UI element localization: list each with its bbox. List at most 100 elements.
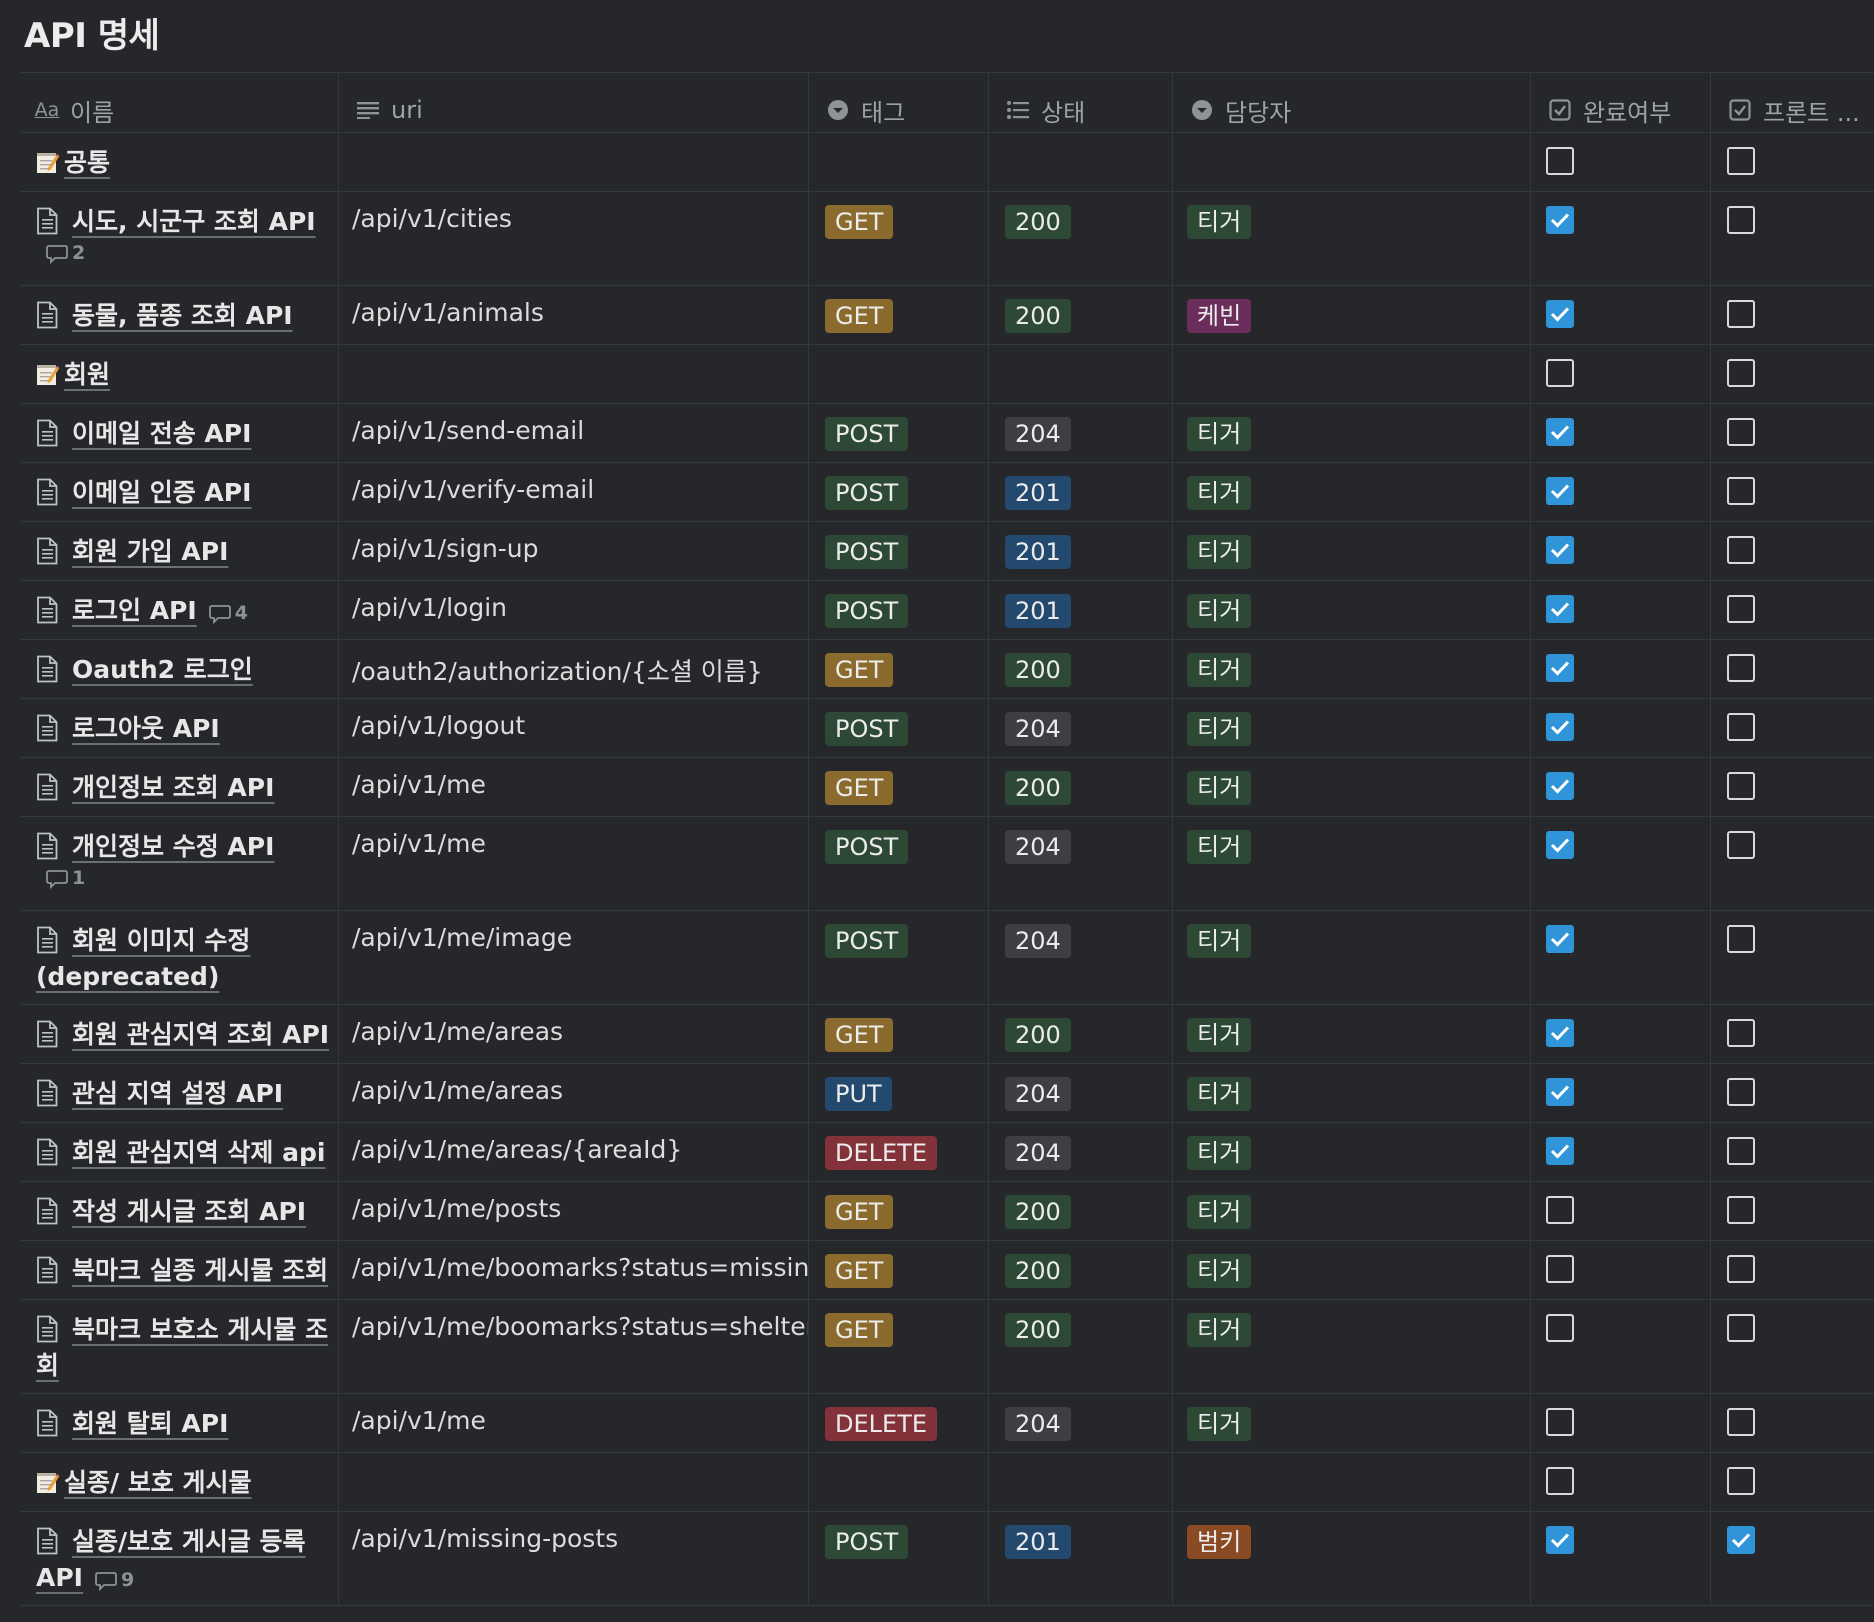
name-cell[interactable]: 공통	[20, 133, 339, 191]
tag-cell[interactable]: GET	[809, 1241, 989, 1299]
page-title-link[interactable]: 이메일 전송 API	[72, 419, 252, 448]
done-checkbox[interactable]	[1546, 418, 1574, 446]
status-cell[interactable]: 204	[989, 699, 1173, 757]
name-cell[interactable]: 시도, 시군구 조회 API 2	[20, 192, 339, 285]
front-checkbox[interactable]	[1727, 147, 1755, 175]
front-checkbox[interactable]	[1727, 477, 1755, 505]
tag-cell[interactable]: GET	[809, 758, 989, 816]
page-title-link[interactable]: 회	[36, 1351, 60, 1380]
uri-cell[interactable]: /api/v1/me	[339, 758, 809, 816]
owner-cell[interactable]: 티거	[1173, 1182, 1531, 1240]
done-checkbox[interactable]	[1546, 147, 1574, 175]
table-row[interactable]: 북마크 보호소 게시물 조 회/api/v1/me/boomarks?status…	[20, 1300, 1874, 1394]
comment-count[interactable]: 9	[95, 1562, 134, 1598]
column-header-tag[interactable]: 태그	[809, 73, 989, 133]
name-cell[interactable]: 로그아웃 API	[20, 699, 339, 757]
tag-cell[interactable]: POST	[809, 699, 989, 757]
column-header-uri[interactable]: uri	[339, 73, 809, 133]
page-title-link[interactable]: 작성 게시글 조회 API	[72, 1197, 307, 1226]
page-title-link[interactable]: 개인정보 수정 API	[72, 832, 275, 861]
owner-cell[interactable]: 티거	[1173, 758, 1531, 816]
done-checkbox[interactable]	[1546, 1314, 1574, 1342]
tag-cell[interactable]	[809, 1453, 989, 1511]
owner-cell[interactable]: 범키	[1173, 1512, 1531, 1605]
front-checkbox[interactable]	[1727, 713, 1755, 741]
uri-cell[interactable]: /api/v1/me	[339, 817, 809, 910]
uri-cell[interactable]: /api/v1/me/image	[339, 911, 809, 1004]
uri-cell[interactable]: /api/v1/logout	[339, 699, 809, 757]
table-row[interactable]: 회원 관심지역 조회 API/api/v1/me/areas GET 200 티거	[20, 1005, 1874, 1064]
front-checkbox[interactable]	[1727, 1314, 1755, 1342]
front-checkbox[interactable]	[1727, 772, 1755, 800]
uri-cell[interactable]: /api/v1/missing-posts	[339, 1512, 809, 1605]
name-cell[interactable]: 회원 이미지 수정 (deprecated)	[20, 911, 339, 1004]
name-cell[interactable]: 실종/보호 게시글 등록 API 9	[20, 1512, 339, 1605]
name-cell[interactable]: 회원	[20, 345, 339, 403]
tag-cell[interactable]	[809, 345, 989, 403]
done-checkbox[interactable]	[1546, 1078, 1574, 1106]
front-checkbox[interactable]	[1727, 925, 1755, 953]
table-row[interactable]: 개인정보 조회 API/api/v1/me GET 200 티거	[20, 758, 1874, 817]
front-checkbox[interactable]	[1727, 418, 1755, 446]
uri-cell[interactable]: /api/v1/me/areas/{areaId}	[339, 1123, 809, 1181]
table-row[interactable]: 회원 관심지역 삭제 api/api/v1/me/areas/{areaId} D…	[20, 1123, 1874, 1182]
tag-cell[interactable]: POST	[809, 463, 989, 521]
status-cell[interactable]: 204	[989, 404, 1173, 462]
column-header-front[interactable]: 프론트 ...	[1711, 73, 1874, 133]
done-checkbox[interactable]	[1546, 359, 1574, 387]
page-title-link[interactable]: 회원 가입 API	[72, 537, 229, 566]
uri-cell[interactable]: /api/v1/me/areas	[339, 1064, 809, 1122]
front-checkbox[interactable]	[1727, 1408, 1755, 1436]
uri-cell[interactable]: /api/v1/send-email	[339, 404, 809, 462]
front-checkbox[interactable]	[1727, 300, 1755, 328]
table-row[interactable]: 이메일 인증 API/api/v1/verify-email POST 201 티거	[20, 463, 1874, 522]
done-checkbox[interactable]	[1546, 831, 1574, 859]
column-header-name[interactable]: Aa 이름	[20, 73, 339, 133]
owner-cell[interactable]: 티거	[1173, 911, 1531, 1004]
table-row[interactable]: 회원 가입 API/api/v1/sign-up POST 201 티거	[20, 522, 1874, 581]
front-checkbox[interactable]	[1727, 1078, 1755, 1106]
page-title-link[interactable]: 시도, 시군구 조회 API	[72, 207, 316, 236]
section-row[interactable]: 회원	[20, 345, 1874, 404]
name-cell[interactable]: 회원 관심지역 조회 API	[20, 1005, 339, 1063]
table-row[interactable]: 북마크 실종 게시물 조회/api/v1/me/boomarks?status=…	[20, 1241, 1874, 1300]
column-header-status[interactable]: 상태	[989, 73, 1173, 133]
section-row[interactable]: 실종/ 보호 게시물	[20, 1453, 1874, 1512]
uri-cell[interactable]	[339, 133, 809, 191]
status-cell[interactable]: 204	[989, 1123, 1173, 1181]
done-checkbox[interactable]	[1546, 1526, 1574, 1554]
owner-cell[interactable]: 티거	[1173, 699, 1531, 757]
status-cell[interactable]: 200	[989, 758, 1173, 816]
owner-cell[interactable]: 티거	[1173, 817, 1531, 910]
table-row[interactable]: 시도, 시군구 조회 API 2/api/v1/cities GET 200 티거	[20, 192, 1874, 286]
section-title[interactable]: 공통	[64, 148, 111, 177]
done-checkbox[interactable]	[1546, 300, 1574, 328]
status-cell[interactable]	[989, 345, 1173, 403]
tag-cell[interactable]: POST	[809, 581, 989, 639]
status-cell[interactable]	[989, 1453, 1173, 1511]
done-checkbox[interactable]	[1546, 925, 1574, 953]
owner-cell[interactable]: 티거	[1173, 1005, 1531, 1063]
page-title-link[interactable]: 동물, 품종 조회 API	[72, 301, 293, 330]
owner-cell[interactable]	[1173, 1453, 1531, 1511]
section-row[interactable]: 공통	[20, 133, 1874, 192]
uri-cell[interactable]: /api/v1/me/boomarks?status=shelter	[339, 1300, 809, 1393]
done-checkbox[interactable]	[1546, 1196, 1574, 1224]
uri-cell[interactable]: /api/v1/login	[339, 581, 809, 639]
tag-cell[interactable]: DELETE	[809, 1394, 989, 1452]
status-cell[interactable]: 200	[989, 286, 1173, 344]
owner-cell[interactable]: 티거	[1173, 522, 1531, 580]
tag-cell[interactable]: DELETE	[809, 1123, 989, 1181]
name-cell[interactable]: 개인정보 수정 API 1	[20, 817, 339, 910]
name-cell[interactable]: 개인정보 조회 API	[20, 758, 339, 816]
name-cell[interactable]: 이메일 인증 API	[20, 463, 339, 521]
done-checkbox[interactable]	[1546, 536, 1574, 564]
uri-cell[interactable]: /api/v1/me/boomarks?status=missing	[339, 1241, 809, 1299]
tag-cell[interactable]: GET	[809, 286, 989, 344]
name-cell[interactable]: 회원 관심지역 삭제 api	[20, 1123, 339, 1181]
table-row[interactable]: 로그인 API 4/api/v1/login POST 201 티거	[20, 581, 1874, 640]
status-cell[interactable]: 201	[989, 522, 1173, 580]
done-checkbox[interactable]	[1546, 206, 1574, 234]
table-row[interactable]: Oauth2 로그인/oauth2/authorization/{소셜 이름} G…	[20, 640, 1874, 699]
name-cell[interactable]: 작성 게시글 조회 API	[20, 1182, 339, 1240]
